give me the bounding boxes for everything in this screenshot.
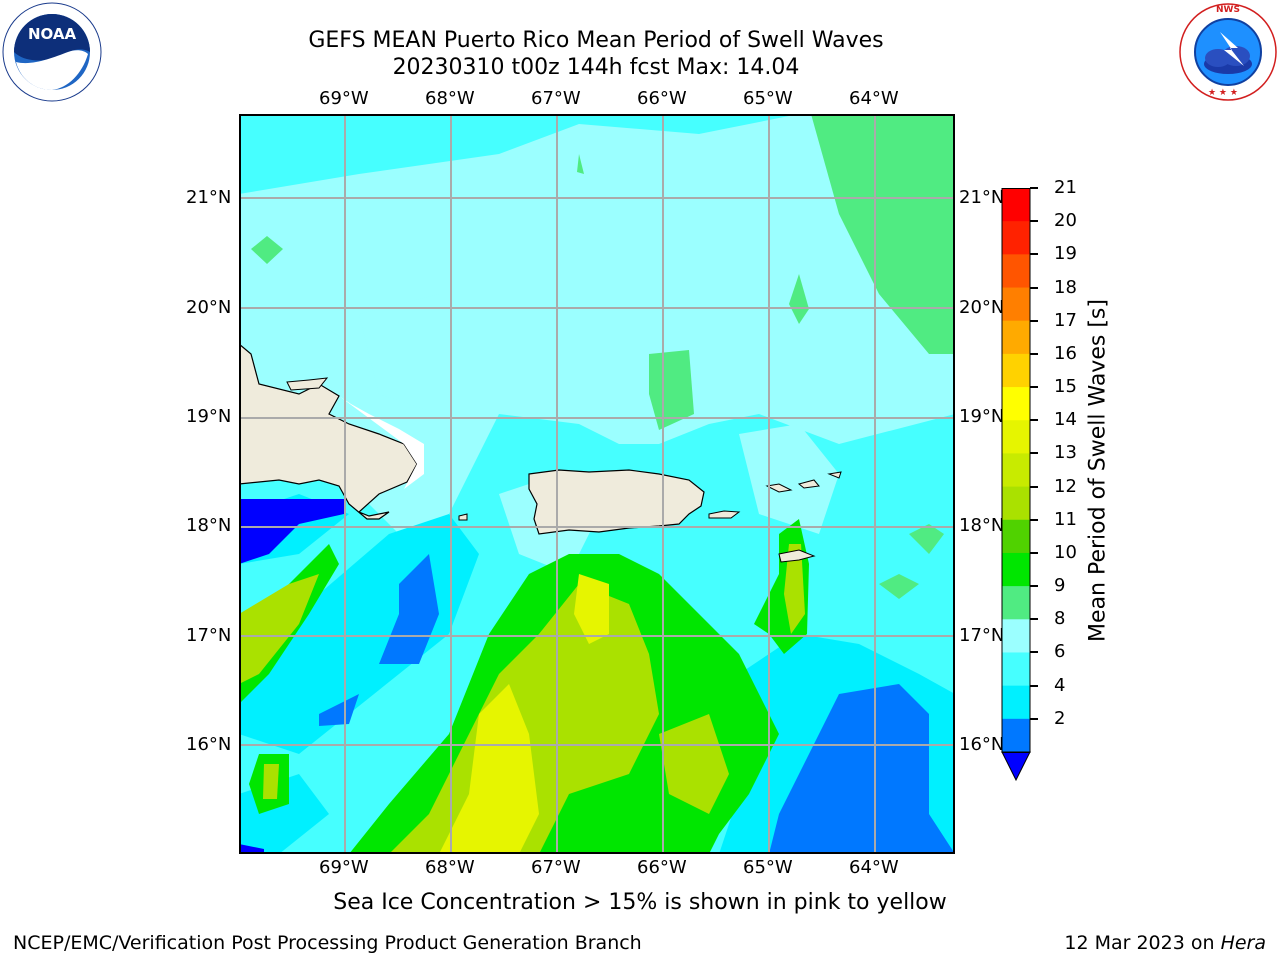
colorbar-segment [1002, 254, 1030, 289]
colorbar-tick [1030, 684, 1038, 687]
lon-label-bottom: 69°W [319, 857, 369, 878]
colorbar-frame [1001, 188, 1031, 753]
noaa-logo: NOAA [2, 2, 102, 102]
colorbar-tick-label: 11 [1054, 508, 1077, 530]
colorbar-segment [1002, 486, 1030, 521]
sea-ice-note: Sea Ice Concentration > 15% is shown in … [333, 890, 947, 915]
colorbar-tick [1030, 485, 1038, 488]
colorbar-tick [1030, 319, 1038, 322]
colorbar-segment [1002, 221, 1030, 255]
colorbar-segment [1002, 353, 1030, 388]
colorbar-tick [1030, 220, 1038, 223]
colorbar-tick-label: 16 [1054, 342, 1077, 364]
colorbar-tick-label: 19 [1054, 243, 1077, 265]
colorbar [1000, 188, 1040, 784]
colorbar-segment [1002, 387, 1030, 421]
colorbar-segment [1002, 652, 1030, 687]
lon-label-bottom: 64°W [849, 857, 899, 878]
svg-text:★ ★ ★: ★ ★ ★ [1208, 88, 1238, 98]
lon-label-bottom: 68°W [425, 857, 475, 878]
chart-subtitle: 20230310 t00z 144h fcst Max: 14.04 [392, 55, 800, 80]
colorbar-segment [1002, 188, 1030, 222]
lat-label-left: 18°N [186, 515, 232, 536]
colorbar-svg [1001, 188, 1031, 782]
colorbar-tick [1030, 551, 1038, 554]
colorbar-tick-label: 13 [1054, 442, 1077, 464]
colorbar-tick [1030, 651, 1038, 654]
colorbar-tick-label: 2 [1054, 707, 1066, 729]
colorbar-segment [1002, 519, 1030, 554]
lon-label-top: 65°W [743, 88, 793, 109]
footer-date-text: 12 Mar 2023 on [1064, 932, 1221, 954]
nws-logo: NWS ★ ★ ★ [1178, 2, 1278, 102]
lon-label-bottom: 67°W [531, 857, 581, 878]
colorbar-segment [1002, 685, 1030, 720]
colorbar-tick [1030, 585, 1038, 588]
footer-machine: Hera [1220, 932, 1266, 954]
colorbar-segment [1002, 287, 1030, 322]
colorbar-tick [1030, 618, 1038, 621]
colorbar-tick [1030, 717, 1038, 720]
colorbar-segment [1002, 619, 1030, 653]
colorbar-segment [1002, 552, 1030, 587]
footer-branch: NCEP/EMC/Verification Post Processing Pr… [13, 932, 642, 954]
lon-label-bottom: 66°W [637, 857, 687, 878]
colorbar-tick-label: 8 [1054, 608, 1066, 630]
colorbar-underflow-arrow [1001, 751, 1031, 782]
colorbar-segment [1002, 586, 1030, 620]
colorbar-tick [1030, 419, 1038, 422]
lat-label-right: 20°N [959, 297, 1005, 318]
colorbar-tick-label: 4 [1054, 674, 1066, 696]
lat-label-left: 21°N [186, 187, 232, 208]
colorbar-tick [1030, 187, 1038, 189]
colorbar-tick-label: 20 [1054, 210, 1077, 232]
lat-label-left: 16°N [186, 734, 232, 755]
colorbar-tick-label: 21 [1054, 177, 1077, 198]
lat-label-right: 18°N [959, 515, 1005, 536]
lat-label-right: 19°N [959, 406, 1005, 427]
lon-label-top: 69°W [319, 88, 369, 109]
lon-label-bottom: 65°W [743, 857, 793, 878]
colorbar-tick [1030, 286, 1038, 289]
colorbar-tick-label: 12 [1054, 475, 1077, 497]
colorbar-tick [1030, 352, 1038, 355]
svg-text:NOAA: NOAA [28, 25, 77, 43]
swell-period-map [238, 114, 955, 854]
lon-label-top: 68°W [425, 88, 475, 109]
colorbar-tick [1030, 518, 1038, 521]
colorbar-tick-label: 15 [1054, 376, 1077, 398]
colorbar-tick [1030, 386, 1038, 389]
colorbar-tick [1030, 452, 1038, 455]
chart-title: GEFS MEAN Puerto Rico Mean Period of Swe… [308, 28, 884, 53]
lat-label-right: 17°N [959, 625, 1005, 646]
svg-text:NWS: NWS [1216, 5, 1240, 15]
lon-label-top: 66°W [637, 88, 687, 109]
colorbar-segment [1002, 453, 1030, 488]
lon-label-top: 67°W [531, 88, 581, 109]
colorbar-tick-label: 10 [1054, 541, 1077, 563]
lat-label-right: 16°N [959, 734, 1005, 755]
colorbar-tick-label: 9 [1054, 575, 1066, 597]
colorbar-tick-label: 18 [1054, 276, 1077, 298]
colorbar-segment [1002, 718, 1030, 753]
lon-label-top: 64°W [849, 88, 899, 109]
colorbar-segment [1002, 420, 1030, 454]
colorbar-segment [1002, 320, 1030, 355]
map-plot [238, 114, 955, 854]
colorbar-tick-label: 14 [1054, 409, 1077, 431]
colorbar-tick-label: 17 [1054, 309, 1077, 331]
lat-label-right: 21°N [959, 187, 1005, 208]
footer-date: 12 Mar 2023 on Hera [1064, 932, 1266, 954]
lat-label-left: 20°N [186, 297, 232, 318]
lat-label-left: 19°N [186, 406, 232, 427]
colorbar-title: Mean Period of Swell Waves [s] [1085, 299, 1111, 642]
colorbar-tick [1030, 253, 1038, 256]
lat-label-left: 17°N [186, 625, 232, 646]
colorbar-tick-label: 6 [1054, 641, 1066, 663]
